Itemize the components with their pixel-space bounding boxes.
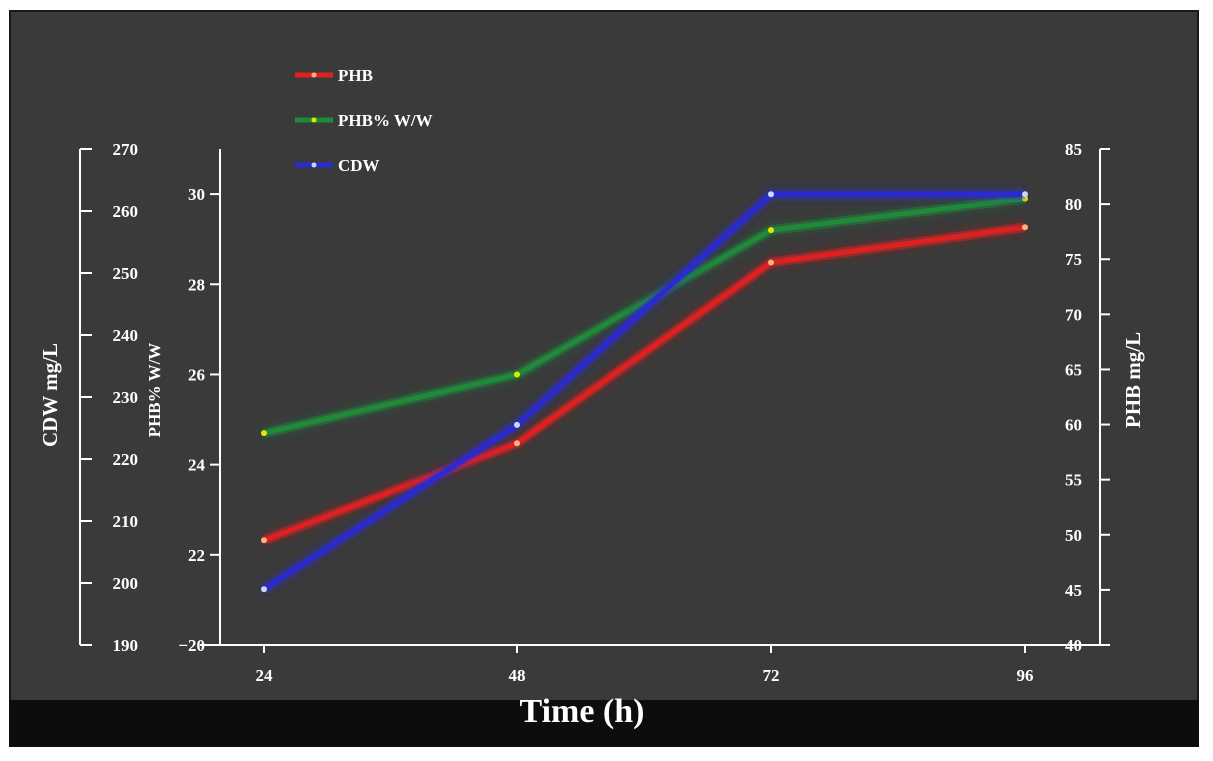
cdw-tick-label: 230 <box>113 388 139 407</box>
legend-item-phb-w-w: PHB% W/W <box>295 111 433 130</box>
legend: PHB PHB% W/W CDW <box>295 66 433 175</box>
series-phb-w-w-point <box>514 371 520 378</box>
series-phb-point <box>1022 224 1028 231</box>
series-phb-glow <box>262 222 1026 545</box>
legend-item-cdw: CDW <box>295 156 380 175</box>
series-cdw <box>261 189 1028 594</box>
phb-pct-axis-title: PHB% W/W <box>145 343 164 438</box>
series-phb-point <box>261 537 267 544</box>
legend-marker <box>311 117 317 123</box>
phb-tick-label: 50 <box>1065 526 1082 545</box>
phb-pct-tick-label: 28 <box>188 275 205 294</box>
x-axis: 24 48 72 96 <box>200 644 1100 685</box>
series-phb-w-w-point <box>768 227 774 234</box>
series-phb <box>261 222 1028 545</box>
cdw-tick-label: 190 <box>113 636 139 655</box>
legend-label: PHB <box>338 66 373 85</box>
series-cdw-glow <box>261 189 1025 594</box>
cdw-tick-label: 270 <box>113 140 139 159</box>
series-phb-point <box>514 440 520 447</box>
phb-pct-tick-label: 30 <box>188 185 205 204</box>
series-layer <box>261 189 1028 594</box>
series-phb-w-w-point <box>261 430 267 437</box>
x-tick-label: 96 <box>1017 666 1034 685</box>
x-axis-title: Time (h) <box>520 693 645 730</box>
cdw-tick-label: 220 <box>113 450 139 469</box>
phb-axis-title: PHB mg/L <box>1121 332 1145 428</box>
cdw-tick-label: 210 <box>113 512 139 531</box>
series-cdw-point <box>261 586 267 593</box>
cdw-axis: 190 200 210 220 230 240 250 260 270 <box>79 140 139 655</box>
legend-item-phb: PHB <box>295 66 373 85</box>
phb-pct-axis: −20 22 24 26 28 30 <box>178 149 221 655</box>
legend-marker <box>311 72 317 78</box>
phb-pct-tick-label: −20 <box>178 636 205 655</box>
phb-pct-tick-label: 22 <box>188 546 205 565</box>
cdw-tick-label: 250 <box>113 264 139 283</box>
series-cdw-point <box>768 191 774 198</box>
phb-tick-label: 55 <box>1065 471 1082 490</box>
series-cdw-line <box>262 191 1025 592</box>
cdw-tick-label: 260 <box>113 202 139 221</box>
phb-tick-label: 65 <box>1065 360 1082 379</box>
cdw-axis-title: CDW mg/L <box>38 343 62 447</box>
series-phb-w-w <box>261 193 1028 438</box>
series-cdw-point <box>514 421 520 428</box>
cdw-tick-label: 240 <box>113 326 139 345</box>
phb-tick-label: 85 <box>1065 140 1082 159</box>
phb-tick-label: 60 <box>1065 416 1082 435</box>
series-phb-point <box>768 259 774 266</box>
phb-tick-label: 80 <box>1065 195 1082 214</box>
legend-label: CDW <box>338 156 380 175</box>
phb-pct-tick-label: 24 <box>188 456 206 475</box>
x-tick-label: 72 <box>763 666 780 685</box>
cdw-tick-label: 200 <box>113 574 139 593</box>
legend-marker <box>311 162 317 168</box>
series-phb-line <box>263 224 1026 543</box>
x-tick-label: 24 <box>256 666 274 685</box>
phb-pct-tick-label: 26 <box>188 365 205 384</box>
series-cdw-point <box>1022 191 1028 198</box>
series-phb-w-w-line <box>263 196 1026 436</box>
legend-label: PHB% W/W <box>338 111 433 130</box>
bottom-strip <box>9 700 1199 747</box>
x-tick-label: 48 <box>509 666 526 685</box>
phb-tick-label: 70 <box>1065 305 1082 324</box>
phb-tick-label: 75 <box>1065 250 1082 269</box>
phb-tick-label: 45 <box>1065 581 1082 600</box>
